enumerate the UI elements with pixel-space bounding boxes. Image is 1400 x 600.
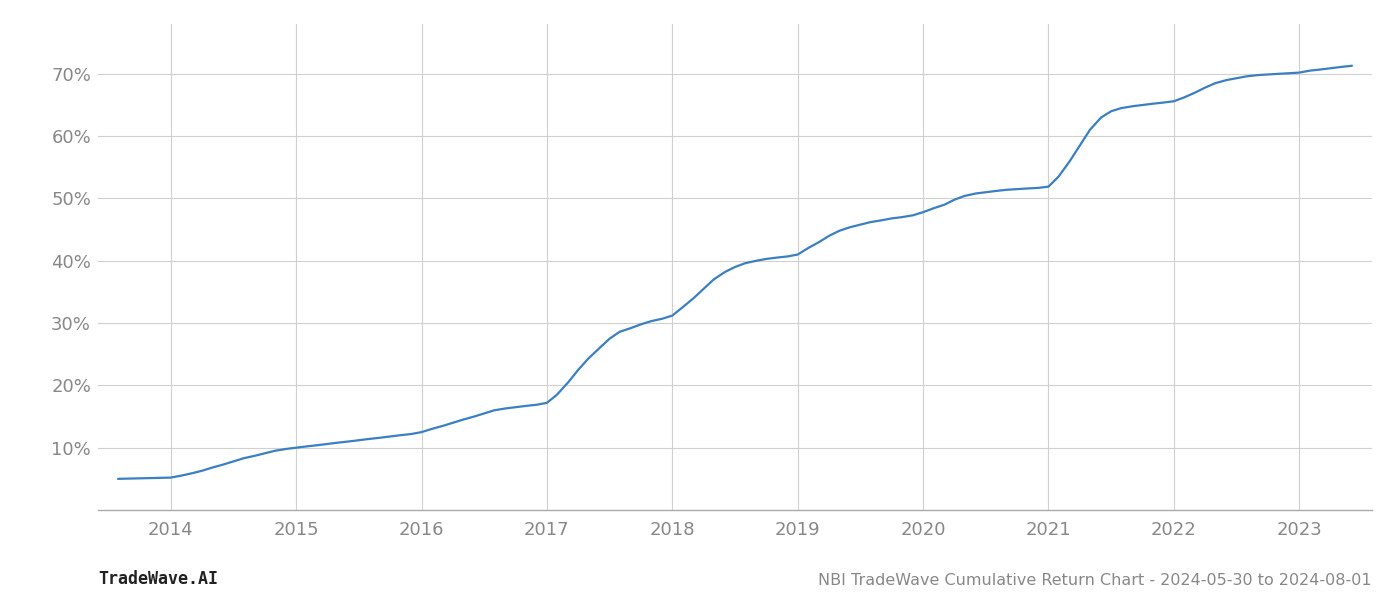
Text: NBI TradeWave Cumulative Return Chart - 2024-05-30 to 2024-08-01: NBI TradeWave Cumulative Return Chart - … xyxy=(819,573,1372,588)
Text: TradeWave.AI: TradeWave.AI xyxy=(98,570,218,588)
